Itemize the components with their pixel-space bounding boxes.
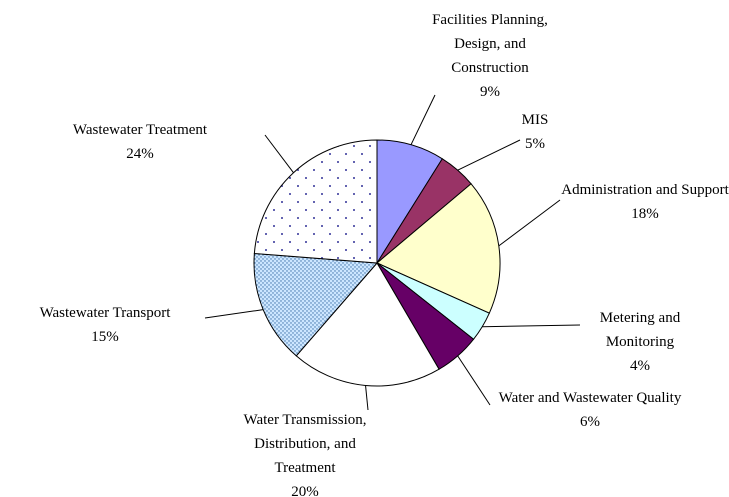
pie-slice — [253, 139, 378, 264]
category-label: Water Transmission, Distribution, and Tr… — [243, 412, 367, 476]
slice-label: MIS 5% — [505, 108, 565, 156]
leader-line — [410, 94, 436, 146]
leader-line — [498, 199, 561, 247]
category-label: Wastewater Transport — [39, 305, 171, 321]
value-label: 5% — [525, 136, 545, 152]
leader-line — [204, 309, 264, 319]
slice-label: Wastewater Transport 15% — [5, 301, 205, 349]
category-label: Administration and Support — [561, 182, 729, 198]
slice-label: Facilities Planning, Design, and Constru… — [415, 8, 565, 104]
slice-label: Metering and Monitoring 4% — [585, 306, 695, 378]
pie-slice — [295, 262, 440, 387]
value-label: 15% — [91, 329, 119, 345]
slice-label: Water and Wastewater Quality 6% — [490, 386, 690, 434]
leader-line — [264, 134, 294, 174]
slice-label: Administration and Support 18% — [560, 178, 729, 226]
value-label: 6% — [580, 414, 600, 430]
pie-slice — [253, 252, 379, 357]
leader-line — [457, 139, 521, 171]
category-label: MIS — [521, 112, 549, 128]
leader-line — [365, 385, 369, 411]
category-label: Water and Wastewater Quality — [498, 390, 682, 406]
category-label: Facilities Planning, Design, and Constru… — [432, 12, 548, 76]
value-label: 24% — [126, 146, 154, 162]
leader-line — [457, 355, 491, 406]
value-label: 4% — [630, 358, 650, 374]
value-label: 9% — [480, 84, 500, 100]
slice-label: Water Transmission, Distribution, and Tr… — [225, 408, 385, 497]
slice-label: Wastewater Treatment 24% — [40, 118, 240, 166]
category-label: Metering and Monitoring — [599, 310, 681, 350]
value-label: 18% — [631, 206, 659, 222]
category-label: Wastewater Treatment — [72, 122, 208, 138]
pie-slice — [376, 183, 501, 314]
value-label: 20% — [291, 484, 319, 497]
leader-line — [482, 324, 581, 328]
